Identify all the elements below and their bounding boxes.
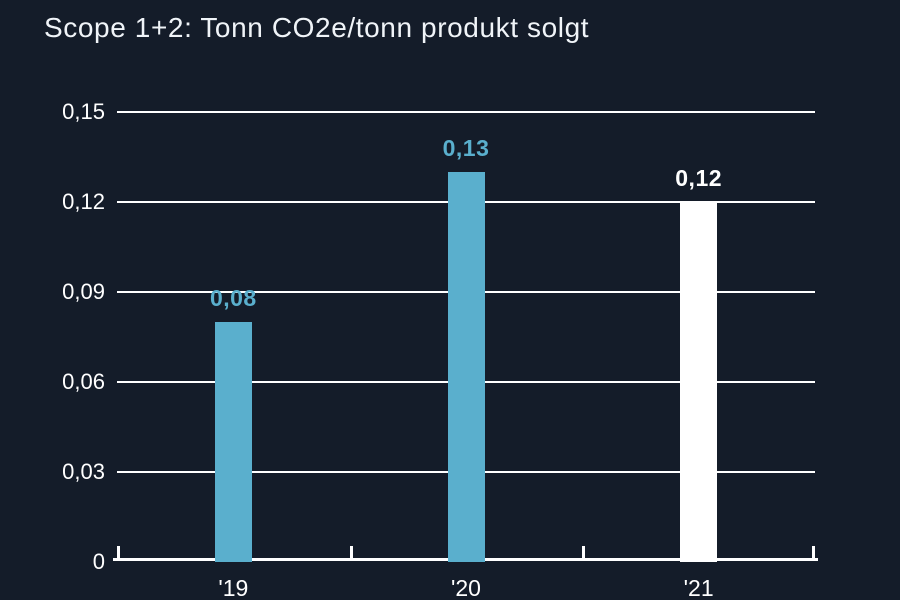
bar-20 <box>447 172 485 562</box>
x-axis-category-label: '21 <box>683 575 714 600</box>
bar-19 <box>214 322 252 562</box>
bar-value-label: 0,08 <box>209 285 257 311</box>
y-axis-tick-label: 0,12 <box>62 189 105 214</box>
bar-value-label: 0,13 <box>442 135 490 161</box>
y-axis-tick-label: 0,15 <box>62 99 105 124</box>
x-axis-category-label: '19 <box>218 575 249 600</box>
x-axis-tick <box>349 546 353 558</box>
y-axis-tick-label: 0,03 <box>62 459 105 484</box>
y-axis-tick-label: 0,09 <box>62 279 105 304</box>
bar-21 <box>680 202 718 562</box>
gridline <box>117 111 815 113</box>
x-axis-tick <box>582 546 586 558</box>
bar-value-label: 0,12 <box>675 165 723 191</box>
chart-title: Scope 1+2: Tonn CO2e/tonn produkt solgt <box>44 12 590 43</box>
y-axis-tick-label: 0 <box>92 549 105 574</box>
y-axis-tick-label: 0,06 <box>62 369 105 394</box>
x-axis-tick <box>117 546 120 558</box>
x-axis-tick <box>812 546 815 558</box>
x-axis-category-label: '20 <box>450 575 481 600</box>
plot-area: 0 0,03 0,06 0,09 0,12 0,15 0,08 '19 0,13 '20 0,12 '… <box>62 99 818 600</box>
